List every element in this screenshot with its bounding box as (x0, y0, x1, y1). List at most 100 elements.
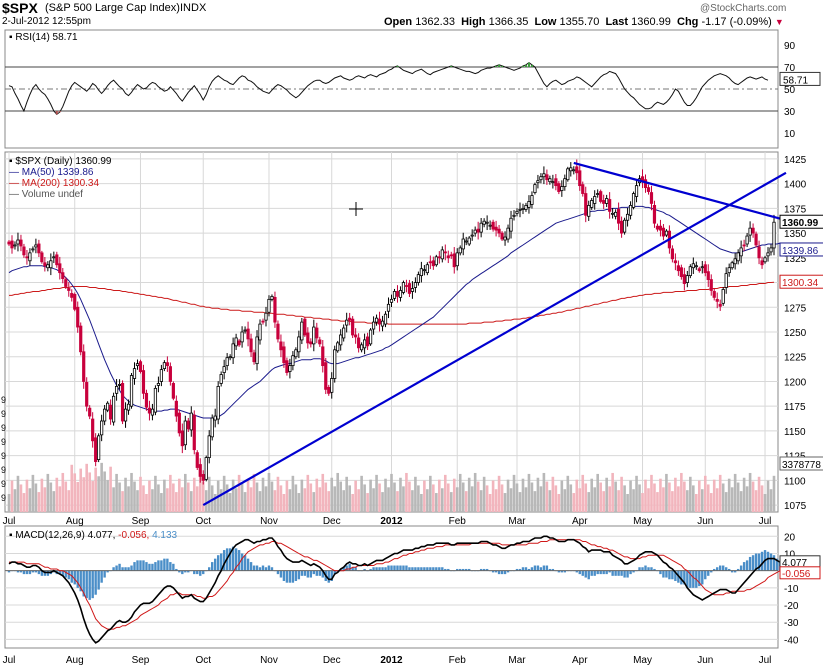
macd-histogram-bar (578, 570, 581, 575)
x-axis-month-label: Jul (3, 516, 16, 527)
price-candle-body (703, 264, 707, 274)
price-candle-body (413, 282, 418, 288)
price-candle-body (276, 323, 280, 340)
exchange: INDX (180, 2, 207, 14)
macd-histogram-bar (163, 558, 166, 571)
price-candle-body (198, 464, 202, 477)
x-axis-month-label: Apr (572, 655, 588, 666)
price-candle-body (742, 244, 746, 247)
volume-bar (324, 482, 328, 512)
macd-histogram-bar (686, 570, 689, 588)
volume-bar (527, 473, 531, 512)
macd-histogram-bar (623, 570, 626, 578)
price-candle-body (348, 317, 352, 321)
price-candle-body (536, 180, 540, 184)
macd-histogram-bar (73, 570, 76, 585)
macd-histogram-bar (548, 568, 552, 571)
macd-histogram-bar (381, 567, 384, 571)
price-candle-body (730, 262, 734, 269)
price-candle-body (345, 319, 349, 326)
price-candle-body (10, 240, 14, 249)
price-tick-label: 1100 (784, 476, 806, 487)
volume-bar (515, 483, 519, 512)
price-candle-body (554, 178, 558, 187)
rsi-tick-label: 70 (784, 63, 796, 74)
volume-bar (276, 476, 280, 512)
price-candle-body (494, 226, 498, 231)
x-axis-month-label: Sep (132, 655, 150, 666)
volume-bar (67, 490, 71, 512)
price-candle-body (371, 321, 376, 330)
price-candle-body (425, 264, 429, 274)
macd-histogram-bar (136, 560, 139, 571)
price-candle-body (264, 312, 268, 321)
macd-histogram-bar (258, 567, 262, 571)
x-axis-month-label: Mar (508, 655, 526, 666)
macd-histogram-bar (539, 567, 543, 571)
price-last-label: 1300.34 (782, 278, 819, 289)
macd-histogram-bar (704, 570, 707, 580)
price-candle-body (285, 360, 289, 373)
macd-histogram-bar (231, 546, 235, 571)
macd-histogram-bar (211, 562, 214, 571)
macd-histogram-bar (252, 565, 256, 571)
volume-bar (494, 489, 498, 512)
volume-bar (157, 484, 160, 512)
price-tick-label: 1325 (784, 254, 807, 265)
volume-bar (249, 487, 253, 512)
macd-histogram-bar (524, 567, 528, 571)
volume-bar (345, 476, 348, 512)
price-candle-body (165, 362, 169, 367)
price-candle-body (91, 418, 95, 442)
macd-histogram-bar (175, 568, 178, 571)
price-candle-body (55, 254, 59, 266)
macd-histogram-bar (19, 570, 23, 573)
price-candle-body (109, 404, 113, 420)
macd-histogram-bar (426, 567, 429, 571)
macd-histogram-bar (727, 568, 731, 571)
rsi-legend: ▪ RSI(14) 58.71 (9, 32, 78, 43)
macd-last-label: 4.077 (782, 558, 807, 569)
volume-bar (593, 487, 597, 512)
price-candle-body (751, 227, 755, 234)
price-candle-body (279, 341, 283, 351)
price-candle-body (727, 267, 731, 274)
volume-bar (488, 494, 492, 512)
low-label: Low (534, 16, 557, 28)
volume-bar (530, 482, 534, 512)
volume-bar (204, 490, 208, 512)
price-candle-body (443, 251, 447, 254)
volume-bar (683, 481, 686, 512)
volume-bar (626, 494, 629, 512)
macd-histogram-bar (689, 570, 692, 588)
macd-histogram-bar (575, 570, 578, 573)
volume-bar (79, 468, 83, 512)
volume-bar (285, 480, 289, 512)
price-candle-body (455, 252, 459, 267)
volume-bar (336, 472, 340, 512)
volume-bar (330, 477, 334, 512)
macd-histogram-bar (82, 570, 85, 597)
macd-legend-part: ▪ MACD(12,26,9) (9, 530, 88, 541)
macd-histogram-bar (222, 550, 226, 571)
volume-bar (539, 486, 543, 512)
volume-bar (70, 464, 74, 512)
price-candle-body (560, 186, 564, 191)
price-candle-body (643, 179, 648, 189)
macd-legend-part: 4.133 (152, 530, 177, 541)
macd-histogram-bar (614, 570, 617, 576)
volume-bar (184, 473, 187, 512)
volume-bar (115, 473, 118, 512)
macd-histogram-bar (181, 570, 184, 575)
macd-histogram-bar (653, 568, 656, 571)
volume-bar (384, 478, 387, 512)
volume-bar (548, 490, 552, 512)
price-candle-body (324, 362, 328, 390)
price-candle-body (419, 268, 423, 277)
price-candle-body (407, 283, 412, 294)
volume-bar (575, 479, 579, 512)
price-legend-item: ▪ $SPX (Daily) 1360.99 (9, 156, 112, 167)
volume-bar (339, 481, 342, 512)
price-candle-body (563, 178, 567, 188)
